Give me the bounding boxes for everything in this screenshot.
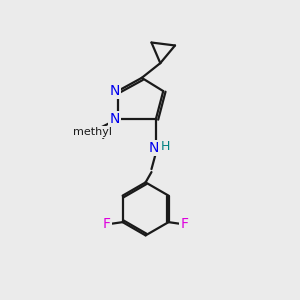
Text: methyl: methyl bbox=[73, 127, 112, 137]
Text: methyl: methyl bbox=[72, 129, 111, 139]
Text: N: N bbox=[148, 141, 159, 155]
Text: F: F bbox=[181, 217, 189, 231]
Text: N: N bbox=[110, 84, 120, 98]
Text: F: F bbox=[102, 217, 110, 231]
Text: N: N bbox=[110, 112, 120, 126]
Text: H: H bbox=[160, 140, 170, 153]
